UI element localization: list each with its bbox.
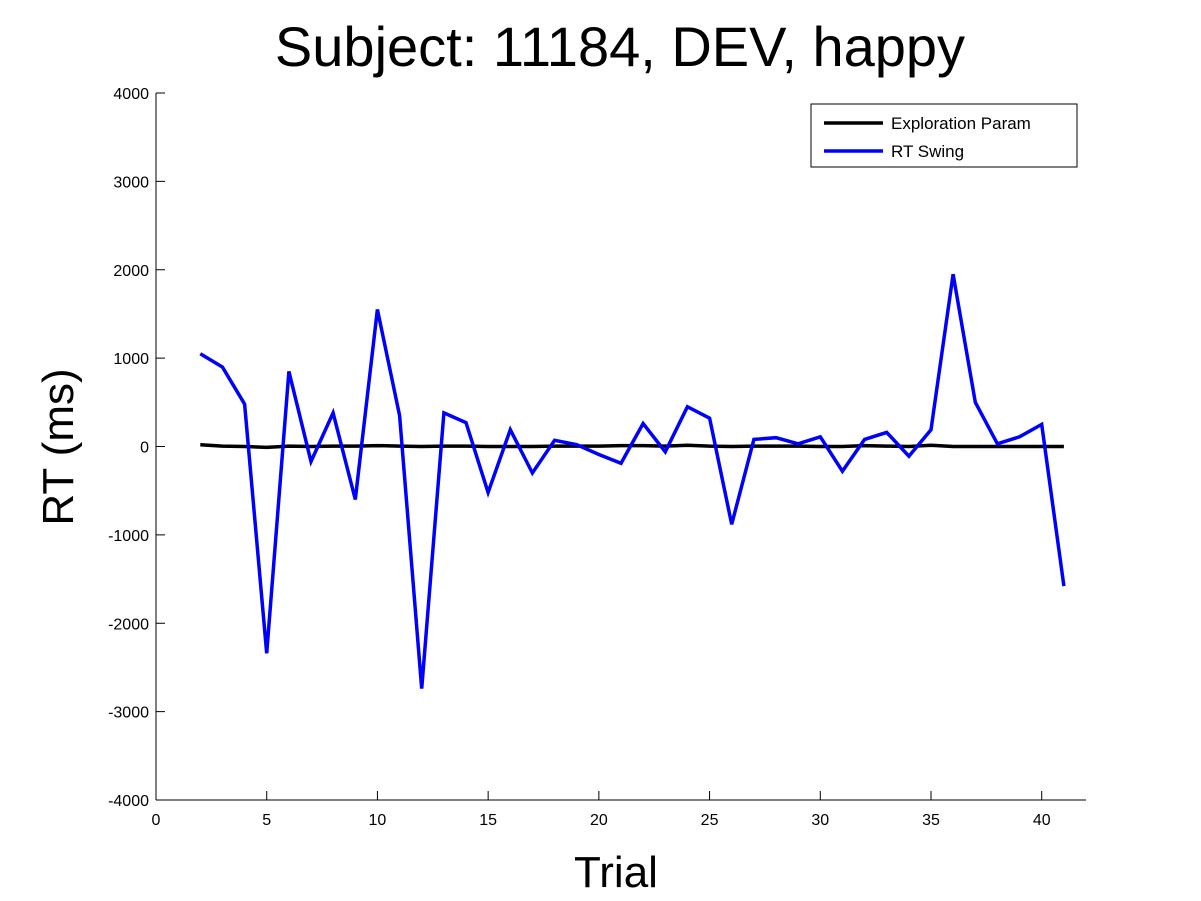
y-tick-label: -2000 (108, 616, 149, 633)
x-tick-label: 5 (262, 812, 271, 829)
y-tick-label: -4000 (108, 793, 149, 810)
x-tick-label: 15 (479, 812, 497, 829)
y-tick-label: 2000 (113, 263, 149, 280)
x-tick-label: 20 (590, 812, 608, 829)
y-tick-label: -1000 (108, 528, 149, 545)
y-axis-label: RT (ms) (34, 368, 83, 525)
y-tick-label: -3000 (108, 705, 149, 722)
legend-box (810, 103, 1078, 168)
x-tick-label: 30 (811, 812, 829, 829)
x-tick-label: 35 (922, 812, 940, 829)
x-tick-label: 10 (369, 812, 387, 829)
legend-label: Exploration Param (891, 114, 1031, 133)
y-tick-label: 0 (140, 440, 149, 457)
y-tick-label: 3000 (113, 174, 149, 191)
y-tick-label: 1000 (113, 351, 149, 368)
x-axis-ticks: 0 5 10 15 20 25 30 35 40 (152, 791, 1051, 829)
y-tick-label: 4000 (113, 86, 149, 103)
legend: Exploration Param RT Swing (810, 103, 1078, 168)
x-tick-label: 0 (152, 812, 161, 829)
chart-title: Subject: 11184, DEV, happy (275, 15, 965, 78)
series-line-rt-swing (199, 273, 1066, 689)
legend-label: RT Swing (891, 142, 964, 161)
y-axis-ticks: 4000 3000 2000 1000 0 -1000 -2000 -3000 -4000 (108, 86, 165, 810)
x-tick-label: 40 (1033, 812, 1051, 829)
x-tick-label: 25 (701, 812, 719, 829)
series-lines (199, 273, 1066, 689)
x-axis-label: Trial (574, 848, 658, 897)
